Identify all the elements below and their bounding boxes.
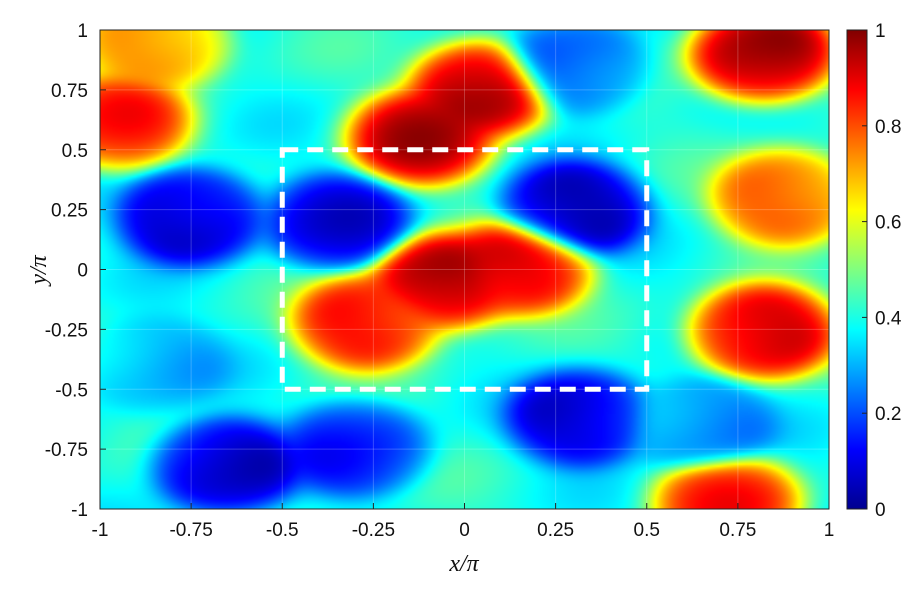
y-tick-label: -0.75 [45,440,88,461]
y-axis-ticks: 1 0.75 0.5 0.25 0 -0.25 -0.5 -0.75 -1 [45,21,106,521]
colorbar-tick-label: 0.2 [875,404,901,425]
x-axis-label: x/π [448,551,479,577]
colorbar-tick-label: 0.4 [875,308,902,329]
y-tick-label: 0 [77,261,88,282]
y-tick-label: 0.75 [51,81,88,102]
x-tick-label: -0.25 [352,520,395,541]
x-tick-label: 0.75 [719,520,756,541]
grid-lines [100,30,829,509]
colorbar-tick-label: 1 [875,21,886,42]
y-tick-label: 1 [77,21,88,42]
x-tick-label: -0.5 [266,520,299,541]
x-tick-label: 0 [459,520,470,541]
colorbar-tick-label: 0 [875,500,886,521]
colorbar-ticks: 1 0.8 0.6 0.4 0.2 0 [862,21,902,521]
colorbar-tick-label: 0.6 [875,213,901,234]
colorbar [846,29,868,510]
colorbar-tick-label: 0.8 [875,117,901,138]
x-tick-label: 1 [824,520,835,541]
y-tick-label: -0.5 [55,380,88,401]
x-tick-label: -1 [92,520,109,541]
y-tick-label: 0.25 [51,201,88,222]
highlight-box [279,147,650,392]
y-tick-label: -0.25 [45,320,88,341]
x-axis-ticks: -1 -0.75 -0.5 -0.25 0 0.25 0.5 0.75 1 [92,503,835,541]
y-tick-label: -1 [71,500,88,521]
x-tick-label: 0.25 [537,520,574,541]
y-tick-label: 0.5 [62,141,88,162]
y-axis-label: y/π [26,254,52,286]
x-tick-label: -0.75 [169,520,212,541]
x-tick-label: 0.5 [634,520,660,541]
heatmap-field [100,30,829,509]
